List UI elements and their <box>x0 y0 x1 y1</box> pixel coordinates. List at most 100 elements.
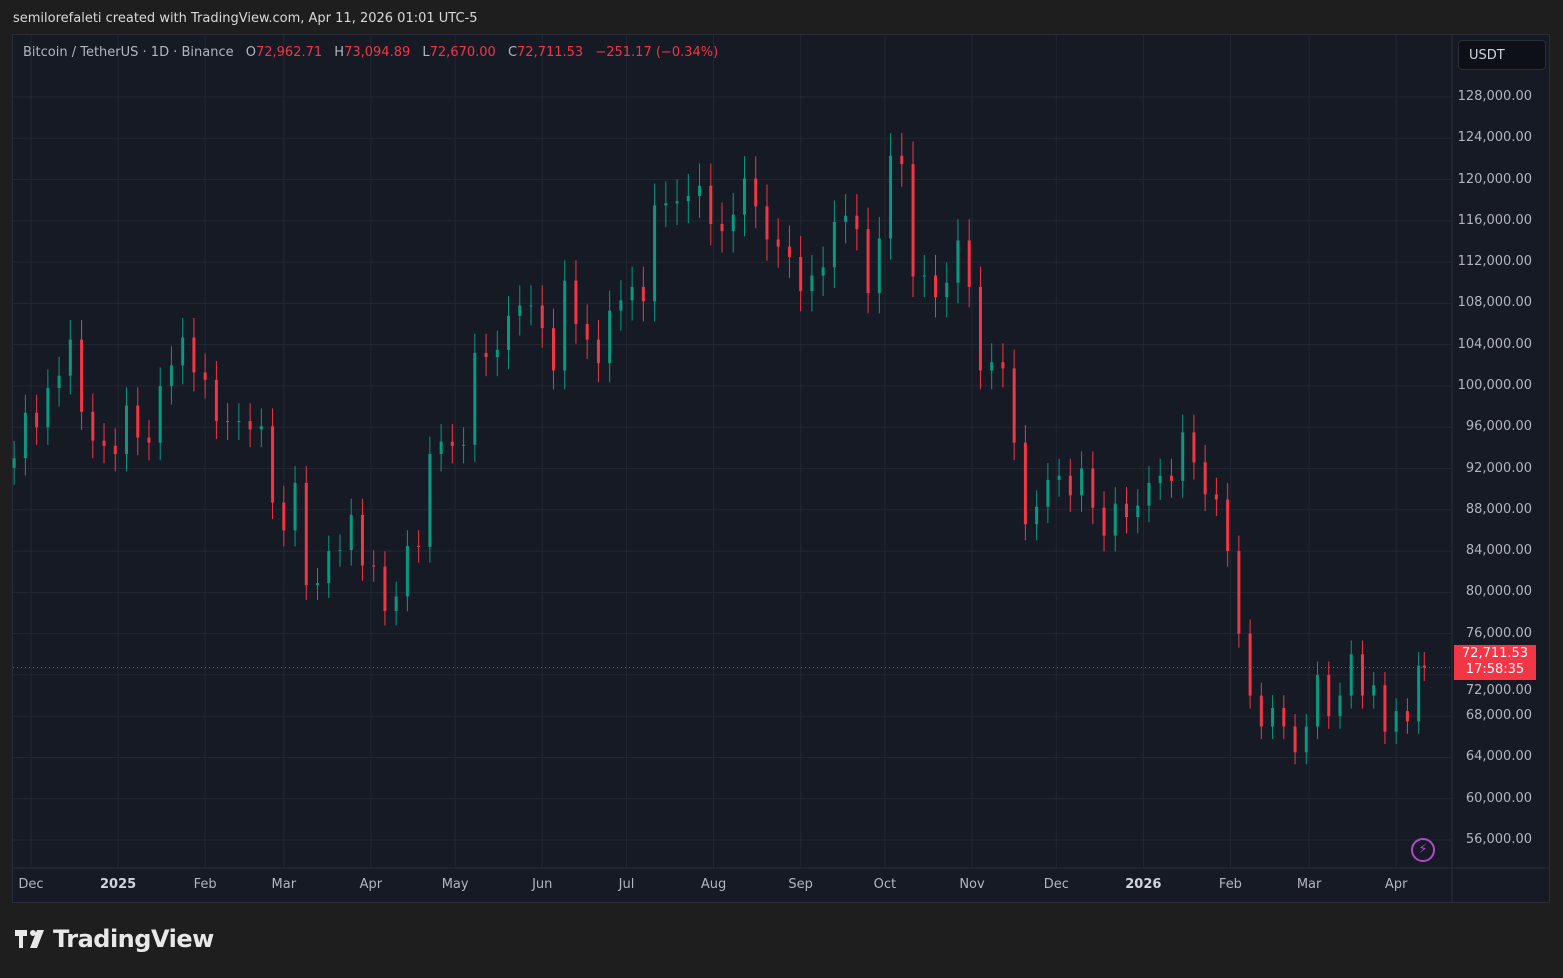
time-tick: Oct <box>873 877 897 892</box>
candle-body <box>799 256 803 292</box>
time-tick: 2025 <box>99 877 137 892</box>
candle-body <box>1169 475 1173 481</box>
candle-body <box>1417 665 1421 722</box>
time-tick: Mar <box>1296 877 1322 892</box>
candle-body <box>1248 633 1252 696</box>
candle-body <box>596 339 600 364</box>
candle-body <box>1282 707 1286 727</box>
close-value: 72,711.53 <box>517 45 584 60</box>
price-tick: 88,000.00 <box>1465 501 1532 517</box>
time-tick: Nov <box>959 877 985 892</box>
price-tick: 128,000.00 <box>1457 89 1532 104</box>
price-tick: 124,000.00 <box>1457 130 1532 146</box>
candle-body <box>1237 551 1241 634</box>
candle-body <box>35 412 39 428</box>
candle-body <box>316 583 320 586</box>
price-tick: 104,000.00 <box>1457 336 1532 352</box>
price-tick: 84,000.00 <box>1465 543 1532 559</box>
candle-body <box>821 267 825 276</box>
time-tick: Jun <box>532 877 553 892</box>
candle-body <box>1158 475 1162 483</box>
currency-button[interactable]: USDT <box>1458 40 1546 70</box>
candle-body <box>1394 711 1398 732</box>
candle-body <box>136 405 140 438</box>
candle-body <box>1012 368 1016 443</box>
candle-body <box>158 385 162 443</box>
low-value: 72,670.00 <box>429 45 496 60</box>
candle-body <box>360 514 364 566</box>
candle-body <box>731 214 735 232</box>
candle-body <box>956 240 960 283</box>
symbol-name[interactable]: Bitcoin / TetherUS · 1D · Binance <box>23 45 234 60</box>
candle-body <box>698 185 702 197</box>
candle-body <box>338 550 342 552</box>
candle-body <box>1203 462 1207 495</box>
candle-body <box>428 454 432 547</box>
candle-body <box>507 315 511 350</box>
candle-body <box>1349 654 1353 696</box>
candle-body <box>933 275 937 298</box>
candle-body <box>664 203 668 206</box>
candle-body <box>945 282 949 298</box>
candle-body <box>810 275 814 292</box>
price-tick: 76,000.00 <box>1465 625 1532 641</box>
logo-text: TradingView <box>53 925 214 953</box>
candle-body <box>765 206 769 240</box>
candle-body <box>619 300 623 311</box>
candle-body <box>866 229 870 294</box>
candle-body <box>405 545 409 597</box>
candle-body <box>293 482 297 531</box>
candle-body <box>68 339 72 376</box>
candle-body <box>80 339 84 412</box>
candle-body <box>181 337 185 366</box>
candle-body <box>608 310 612 364</box>
candle-body <box>1001 362 1005 369</box>
candle-body <box>551 328 555 371</box>
candle-body <box>630 286 634 301</box>
price-tick: 68,000.00 <box>1465 708 1532 724</box>
candle-body <box>102 440 106 446</box>
candle-body <box>1422 665 1426 668</box>
candle-body <box>1023 442 1027 525</box>
tradingview-logo-icon <box>15 930 44 948</box>
candle-body <box>787 246 791 257</box>
candle-body <box>23 412 27 459</box>
candle-body <box>1035 506 1039 525</box>
time-tick: Mar <box>271 877 297 892</box>
candle-body <box>574 280 578 325</box>
candle-body <box>462 444 466 446</box>
price-tick: 112,000.00 <box>1457 254 1532 270</box>
candle-body <box>1360 654 1364 696</box>
lightning-icon[interactable]: ⚡ <box>1411 838 1435 862</box>
candle-body <box>1293 726 1297 753</box>
candle-body <box>1304 726 1308 753</box>
candle-body <box>1192 432 1196 463</box>
candle-body <box>540 305 544 329</box>
candle-body <box>1214 494 1218 500</box>
candle-body <box>394 596 398 611</box>
candle-body <box>203 372 207 380</box>
high-label: H <box>334 45 345 60</box>
time-tick: Jul <box>618 877 635 892</box>
candle-body <box>147 437 151 443</box>
candle-body <box>1316 674 1320 727</box>
candle-body <box>709 185 713 224</box>
candle-body <box>990 362 994 371</box>
candle-body <box>226 421 230 423</box>
candle-body <box>495 349 499 358</box>
candle-body <box>214 379 218 422</box>
candle-body <box>889 155 893 239</box>
candle-body <box>91 411 95 441</box>
price-tick: 64,000.00 <box>1465 749 1532 765</box>
candle-body <box>1271 707 1275 727</box>
candle-body <box>1091 468 1095 508</box>
candle-body <box>877 238 881 294</box>
candle-body <box>125 405 129 455</box>
candle-body <box>1046 479 1050 507</box>
candle-body <box>978 286 982 371</box>
price-tick: 120,000.00 <box>1457 171 1532 187</box>
last-price-label: 72,711.53 17:58:35 <box>1454 644 1536 680</box>
candle-body <box>46 388 50 428</box>
candle-body <box>832 221 836 268</box>
